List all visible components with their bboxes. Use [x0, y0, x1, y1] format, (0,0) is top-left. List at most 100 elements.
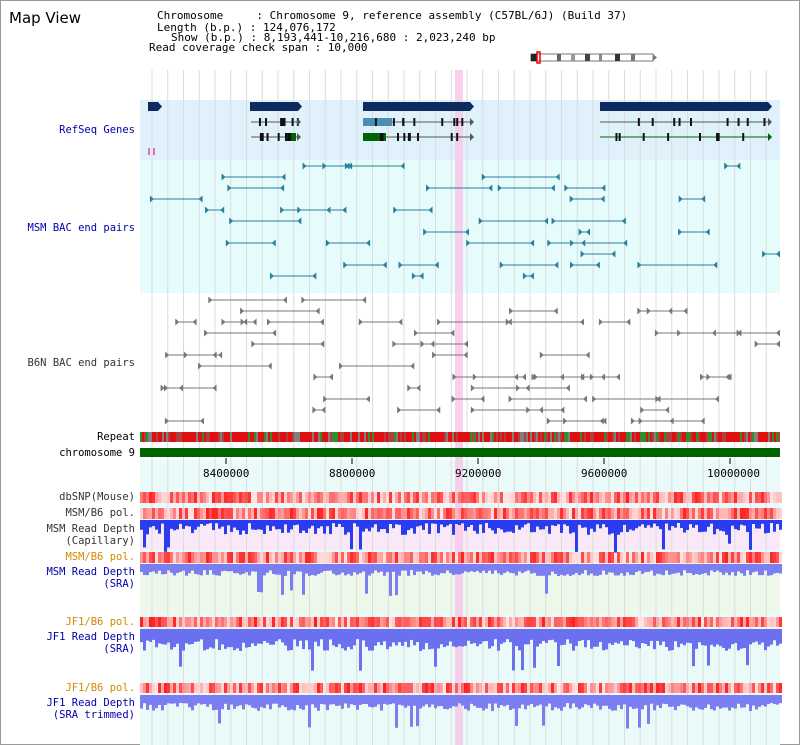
- repeat-segment: [728, 432, 730, 442]
- jf1-trim-depth-bar: [677, 695, 680, 707]
- jf1-pol2-cell: [155, 683, 158, 693]
- msm-sra-depth-bar: [611, 564, 614, 573]
- jf1-pol-cell: [386, 617, 389, 627]
- msm-cap-depth-bar: [143, 520, 146, 548]
- repeat-segment: [586, 432, 588, 442]
- jf1-trim-depth-bar: [371, 695, 374, 708]
- msm-cap-depth-bar: [527, 520, 530, 524]
- msm-cap-depth-bar: [395, 520, 398, 525]
- repeat-segment: [282, 432, 284, 442]
- msm-cap-depth-bar: [248, 520, 251, 524]
- msm-cap-depth-bar: [764, 520, 767, 534]
- repeat-segment: [436, 432, 438, 442]
- jf1-pol-cell: [587, 617, 590, 627]
- msm-pol-cell: [257, 508, 260, 519]
- jf1-pol-cell: [698, 617, 701, 627]
- jf1-trim-depth-bar: [272, 695, 275, 704]
- jf1-depth-bar: [176, 629, 179, 644]
- repeat-segment: [346, 432, 348, 442]
- track-label-chromosome: chromosome 9: [59, 447, 135, 459]
- jf1-trim-depth-bar: [167, 695, 170, 704]
- repeat-segment: [542, 432, 544, 442]
- b6n-bac-pair-end: [338, 362, 343, 370]
- msm-cap-depth-bar: [401, 520, 404, 535]
- jf1-depth-bar: [680, 629, 683, 644]
- msm-pol-cell: [494, 508, 497, 519]
- msm-pol2-cell: [686, 552, 689, 563]
- jf1-pol2-cell: [590, 683, 593, 693]
- msm-pol2-cell: [440, 552, 443, 563]
- msm-pol2-cell: [260, 552, 263, 563]
- msm-pol2-cell: [302, 552, 305, 563]
- jf1-trim-depth-bar: [230, 695, 233, 705]
- dbsnp-cell: [563, 492, 566, 503]
- msm-bac-pair-end: [530, 239, 535, 247]
- jf1-depth-bar: [140, 629, 143, 643]
- msm-pol2-cell: [257, 552, 260, 563]
- jf1-depth-bar: [743, 629, 746, 649]
- msm-pol2-cell: [581, 552, 584, 563]
- jf1-depth-bar: [398, 629, 401, 643]
- jf1-depth-bar: [467, 629, 470, 641]
- jf1-depth-bar: [503, 629, 506, 643]
- msm-bac-pair-end: [428, 206, 433, 214]
- jf1-trim-depth-bar: [611, 695, 614, 711]
- jf1-pol-cell: [227, 617, 230, 627]
- msm-sra-depth-bar: [443, 564, 446, 574]
- msm-sra-depth-bar: [392, 564, 395, 572]
- jf1-depth-bar: [308, 629, 311, 650]
- dbsnp-cell: [539, 492, 542, 503]
- jf1-depth-bar: [578, 629, 581, 642]
- msm-sra-depth-bar: [668, 564, 671, 575]
- msm-cap-depth-bar: [656, 520, 659, 527]
- msm-cap-depth-bar: [197, 520, 200, 527]
- jf1-pol2-cell: [242, 683, 245, 693]
- msm-pol-cell: [695, 508, 698, 519]
- jf1-trim-depth-bar: [518, 695, 521, 709]
- dbsnp-cell: [440, 492, 443, 503]
- jf1-pol-cell: [542, 617, 545, 627]
- dbsnp-cell: [713, 492, 716, 503]
- msm-pol2-cell: [626, 552, 629, 563]
- msm-sra-depth-bar: [485, 564, 488, 574]
- jf1-pol2-cell: [317, 683, 320, 693]
- b6n-bac-pair-end: [470, 406, 475, 414]
- jf1-trim-depth-bar: [530, 695, 533, 704]
- msm-pol-cell: [716, 508, 719, 519]
- b6n-bac-pair-end: [451, 395, 456, 403]
- msm-pol2-cell: [182, 552, 185, 563]
- dbsnp-cell: [344, 492, 347, 503]
- exon: [742, 133, 745, 141]
- repeat-segment: [740, 432, 742, 442]
- msm-pol-cell: [266, 508, 269, 519]
- dbsnp-cell: [764, 492, 767, 503]
- msm-sra-depth-bar: [236, 564, 239, 574]
- repeat-segment: [252, 432, 254, 442]
- repeat-segment: [510, 432, 512, 442]
- jf1-pol-cell: [503, 617, 506, 627]
- msm-cap-depth-bar: [218, 520, 221, 529]
- jf1-pol2-cell: [251, 683, 254, 693]
- jf1-trim-depth-bar: [470, 695, 473, 704]
- b6n-bac-pair-end: [754, 340, 759, 348]
- jf1-depth-bar: [623, 629, 626, 646]
- msm-cap-depth-bar: [743, 520, 746, 526]
- repeat-segment: [502, 432, 504, 442]
- jf1-depth-bar: [491, 629, 494, 647]
- dbsnp-cell: [473, 492, 476, 503]
- msm-pol2-cell: [716, 552, 719, 563]
- msm-sra-depth-bar: [608, 564, 611, 573]
- repeat-segment: [372, 432, 374, 442]
- chromosome-ideogram[interactable]: [527, 51, 657, 65]
- msm-cap-depth-bar: [737, 520, 740, 531]
- msm-cap-depth-bar: [269, 520, 272, 531]
- exon: [615, 133, 618, 141]
- msm-cap-depth-bar: [305, 520, 308, 534]
- repeat-segment: [710, 432, 712, 442]
- repeat-segment: [686, 432, 688, 442]
- msm-cap-depth-bar: [578, 520, 581, 525]
- jf1-pol-cell: [260, 617, 263, 627]
- repeat-segment: [588, 432, 590, 442]
- jf1-pol2-cell: [362, 683, 365, 693]
